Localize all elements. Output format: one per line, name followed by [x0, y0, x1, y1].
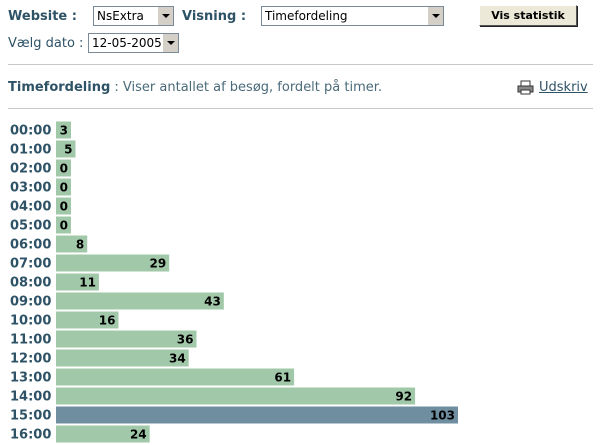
value-label: 61	[274, 371, 291, 385]
header-description: : Viser antallet af besøg, fordelt på ti…	[114, 80, 383, 95]
visning-select[interactable]: Timefordeling	[261, 6, 444, 26]
bar	[56, 311, 119, 329]
separator	[8, 64, 593, 65]
bar	[56, 216, 71, 234]
value-label: 103	[430, 409, 455, 423]
hour-label: 14:00	[10, 390, 51, 405]
value-label: 34	[169, 352, 186, 366]
value-label: 11	[79, 276, 96, 290]
bar	[56, 387, 416, 405]
submit-button[interactable]: Vis statistik	[479, 5, 577, 26]
header-title: Timefordeling	[8, 80, 111, 95]
hour-label: 07:00	[10, 257, 51, 272]
hour-label: 16:00	[10, 428, 51, 443]
bar-chart: 00:00 3 01:00 5 02:00 0 03:00 0 04:00 0 05:00 0 06:0…	[10, 121, 458, 443]
value-label: 24	[130, 428, 147, 442]
bar	[56, 121, 71, 139]
value-label: 36	[177, 333, 194, 347]
hour-label: 09:00	[10, 295, 51, 310]
date-label: Vælg dato :	[8, 36, 84, 51]
bar	[56, 349, 189, 367]
website-select[interactable]: NsExtra	[93, 6, 174, 26]
bar	[56, 368, 295, 386]
website-label: Website :	[8, 9, 77, 24]
hour-label: 03:00	[10, 181, 51, 196]
separator	[8, 108, 593, 109]
hour-label: 15:00	[10, 409, 51, 424]
bar	[56, 159, 71, 177]
value-label: 3	[60, 124, 68, 138]
value-label: 8	[76, 238, 84, 252]
visning-value: Timefordeling	[265, 9, 348, 23]
hour-label: 01:00	[10, 143, 51, 158]
website-value: NsExtra	[97, 9, 144, 23]
value-label: 0	[60, 219, 68, 233]
value-label: 0	[60, 162, 68, 176]
dropdown-arrow	[162, 34, 178, 52]
hour-label: 00:00	[10, 124, 51, 139]
bar	[56, 178, 71, 196]
hour-label: 02:00	[10, 162, 51, 177]
hour-label: 04:00	[10, 200, 51, 215]
bar	[56, 425, 150, 443]
printer-icon	[517, 80, 534, 95]
value-label: 43	[204, 295, 221, 309]
bar	[56, 197, 71, 215]
hour-label: 12:00	[10, 352, 51, 367]
bar	[56, 235, 88, 253]
hour-label: 05:00	[10, 219, 51, 234]
bar	[56, 330, 197, 348]
hour-label: 08:00	[10, 276, 51, 291]
hour-label: 13:00	[10, 371, 51, 386]
value-label: 0	[60, 181, 68, 195]
bar	[56, 273, 99, 291]
value-label: 92	[395, 390, 412, 404]
visning-label: Visning :	[182, 9, 247, 24]
bar	[56, 406, 458, 424]
value-label: 16	[99, 314, 116, 328]
hour-label: 11:00	[10, 333, 51, 348]
value-label: 0	[60, 200, 68, 214]
bar	[56, 292, 224, 310]
dropdown-arrow	[427, 7, 443, 25]
date-value: 12-05-2005	[92, 36, 162, 50]
bar	[56, 140, 76, 158]
print-link[interactable]: Udskriv	[539, 80, 588, 95]
bar	[56, 254, 170, 272]
hour-label: 06:00	[10, 238, 51, 253]
header: Timefordeling : Viser antallet af besøg,…	[8, 80, 382, 95]
value-label: 29	[149, 257, 166, 271]
dropdown-arrow	[157, 7, 173, 25]
date-select[interactable]: 12-05-2005	[88, 33, 179, 53]
hour-label: 10:00	[10, 314, 51, 329]
value-label: 5	[64, 143, 72, 157]
